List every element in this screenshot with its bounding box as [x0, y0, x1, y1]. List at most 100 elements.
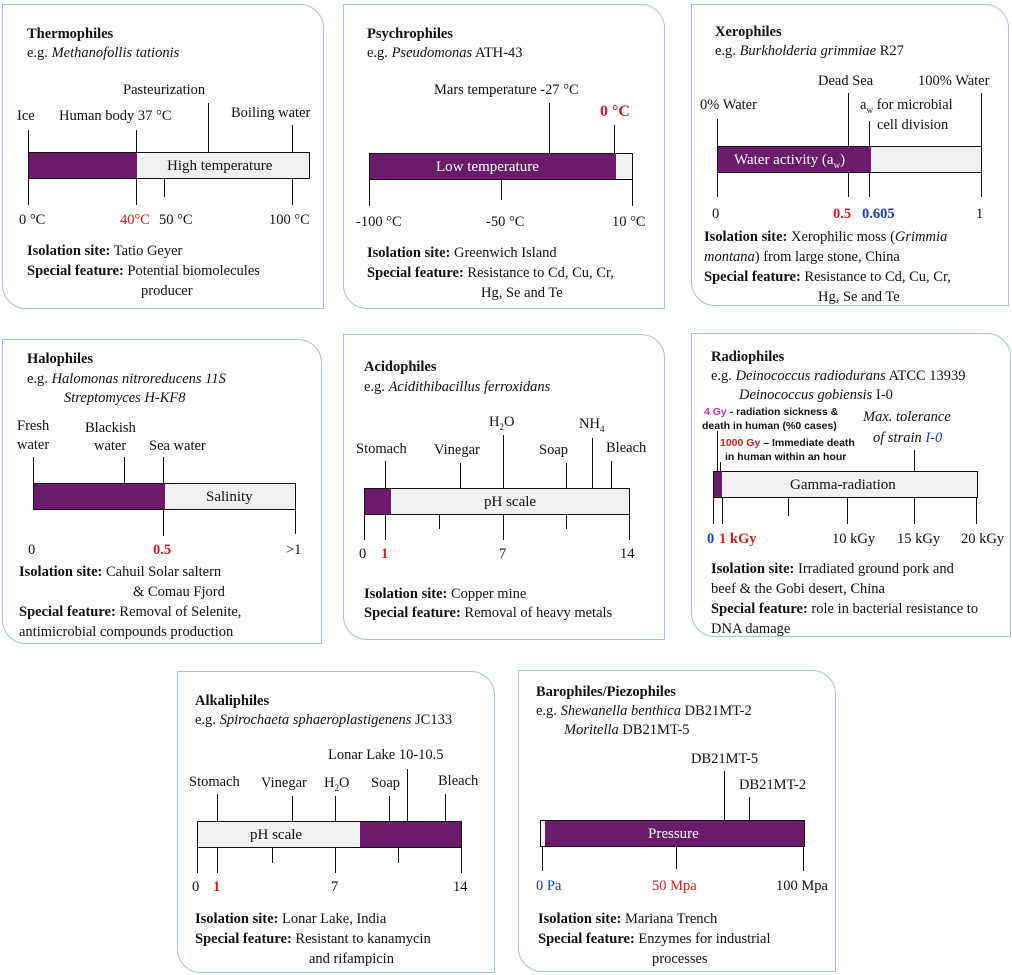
tick-100 [803, 847, 805, 871]
axis-0: 0 [28, 542, 36, 558]
marker-h2o [503, 435, 505, 488]
label-nh4: NH4 [579, 416, 605, 434]
example-species: e.g. Deinococcus radiodurans ATCC 13939 [711, 368, 966, 384]
label-stomach: Stomach [356, 441, 407, 457]
axis-0605: 0.605 [862, 206, 895, 222]
bar-label: Water activity (aw) [734, 152, 846, 170]
label-blackish: Blackish [85, 420, 136, 436]
label-ice: Ice [17, 108, 35, 124]
marker-h2o [335, 796, 337, 821]
axis-1: 1 [976, 206, 984, 222]
isolation-site: Isolation site: Greenwich Island [367, 245, 557, 261]
marker-100-water [981, 93, 983, 146]
isolation-site: Isolation site: Mariana Trench [538, 911, 718, 927]
axis-0pa: 0 Pa [536, 878, 562, 894]
special-feature-line2: and rifampicin [309, 951, 394, 967]
tick-10 [398, 848, 400, 863]
tick-0 [717, 173, 719, 197]
axis-40: 40°C [120, 212, 150, 228]
bar-fill [365, 489, 392, 514]
marker-db21mt5 [724, 771, 726, 820]
special-feature: Special feature: Potential biomolecules [27, 263, 260, 279]
marker-boiling-water [292, 125, 294, 152]
label-stomach: Stomach [189, 774, 240, 790]
card-title: Xerophiles [715, 24, 782, 40]
marker-stomach [217, 794, 219, 821]
tick-20kgy [976, 498, 978, 524]
example-species: e.g. Spirochaeta sphaeroplastigenens JC1… [195, 712, 453, 728]
radiophiles-card: Radiophiles e.g. Deinococcus radiodurans… [691, 333, 1011, 637]
axis-gt1: >1 [286, 542, 302, 558]
label-h2o: H2O [489, 414, 515, 432]
tick-14 [461, 848, 463, 873]
axis-10kgy: 10 kGy [832, 531, 876, 547]
temperature-bar: Low temperature [369, 153, 633, 180]
tick-5kgy [788, 498, 790, 516]
axis-minus50: -50 °C [486, 214, 525, 230]
special-feature: Special feature: Removal of Selenite, [19, 604, 242, 620]
label-aw: aw for microbial [860, 97, 953, 115]
special-feature-line2: producer [141, 283, 193, 299]
bar-fill [714, 472, 722, 497]
card-title: Alkaliphiles [195, 693, 270, 709]
marker-bleach [445, 794, 447, 821]
bar-label: High temperature [167, 158, 273, 174]
label-dead-sea: Dead Sea [818, 73, 874, 89]
marker-bleach [611, 461, 613, 488]
bar-label: pH scale [484, 494, 537, 510]
marker-nh4 [592, 438, 594, 488]
marker-blackish-water [124, 457, 126, 483]
axis-7: 7 [499, 546, 507, 562]
marker-pasteurization [208, 103, 210, 152]
example-species: e.g. Pseudomonas ATH-43 [367, 45, 523, 61]
bar-label: Salinity [206, 489, 253, 505]
label-blackish-water: water [94, 438, 127, 454]
axis-14: 14 [620, 546, 635, 562]
marker-ice [28, 130, 30, 152]
tick-minus50 [501, 180, 503, 200]
acidophiles-card: Acidophiles e.g. Acidithibacillus ferrox… [343, 334, 665, 640]
tick-0 [364, 515, 366, 540]
axis-10: 10 °C [612, 214, 646, 230]
bar-label: Pressure [648, 826, 699, 842]
axis-50: 50 °C [159, 212, 193, 228]
marker-mars [549, 103, 551, 153]
marker-vinegar [460, 463, 462, 488]
tick-0 [542, 847, 544, 871]
example-species: e.g. Burkholderia grimmiae R27 [715, 43, 904, 59]
axis-14: 14 [453, 879, 468, 895]
special-feature: Special feature: Resistant to kanamycin [195, 931, 431, 947]
special-feature-line2: antimicrobial compounds production [19, 624, 234, 640]
tick-1 [295, 510, 297, 534]
marker-sea-water [163, 457, 165, 483]
isolation-site: Isolation site: Lonar Lake, India [195, 911, 387, 927]
marker-dead-sea [848, 93, 850, 146]
axis-05: 0.5 [153, 542, 172, 558]
axis-15kgy: 15 kGy [897, 531, 941, 547]
example-species-2: Streptomyces H-KF8 [64, 390, 186, 406]
label-fresh-water: water [17, 437, 50, 453]
tick-7 [335, 848, 337, 873]
isolation-site: Isolation site: Copper mine [364, 586, 527, 602]
axis-1kgy: 1 kGy [719, 531, 757, 547]
note-1000gy: 1000 Gy – Immediate death [720, 437, 855, 449]
salinity-bar: Salinity [33, 483, 296, 510]
isolation-site: Isolation site: Tatio Geyer [27, 243, 183, 259]
tick-4 [272, 848, 274, 863]
axis-0: 0 [359, 546, 367, 562]
label-cell-division: cell division [877, 117, 949, 133]
axis-7: 7 [331, 879, 339, 895]
tick-0605 [869, 173, 871, 197]
halophiles-card: Halophiles e.g. Halomonas nitroreducens … [2, 339, 322, 644]
note-1000gy-line2: in human within an hour [725, 451, 847, 463]
tick-0 [197, 848, 199, 873]
tick-1kgy [722, 498, 724, 524]
axis-0: 0 [712, 206, 720, 222]
bar-fill [360, 822, 461, 847]
marker-stomach [385, 461, 387, 488]
psychrophiles-card: Psychrophiles e.g. Pseudomonas ATH-43 Ma… [343, 4, 665, 309]
axis-1: 1 [381, 546, 389, 562]
marker-max-tolerance [914, 450, 916, 471]
special-feature: Special feature: role in bacterial resis… [711, 601, 979, 617]
label-pasteurization: Pasteurization [123, 82, 206, 98]
